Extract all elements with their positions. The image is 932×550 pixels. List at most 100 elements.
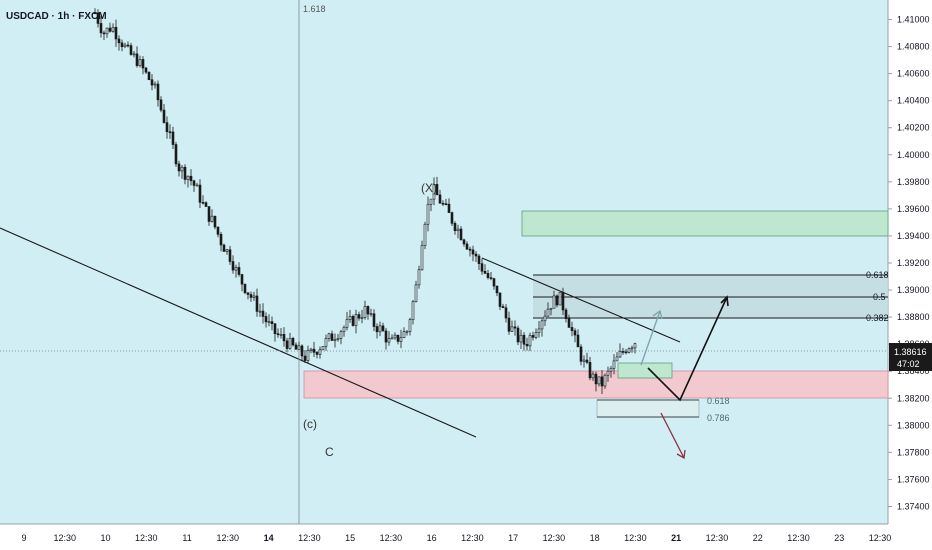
- candle-body[interactable]: [396, 334, 400, 342]
- candle-body[interactable]: [171, 131, 175, 145]
- candle-body[interactable]: [501, 306, 505, 309]
- candle-body[interactable]: [210, 215, 214, 222]
- candle-body[interactable]: [561, 292, 565, 311]
- candle-body[interactable]: [312, 348, 316, 353]
- candle-body[interactable]: [423, 223, 427, 246]
- candle-body[interactable]: [300, 345, 304, 357]
- candle-body[interactable]: [600, 376, 604, 387]
- candle-body[interactable]: [546, 308, 550, 317]
- candle-body[interactable]: [567, 318, 571, 328]
- candle-body[interactable]: [324, 338, 328, 347]
- candle-body[interactable]: [129, 45, 133, 55]
- candle-body[interactable]: [327, 333, 331, 339]
- candle-body[interactable]: [189, 175, 193, 182]
- candle-body[interactable]: [141, 59, 145, 69]
- candle-body[interactable]: [387, 338, 391, 343]
- candle-body[interactable]: [576, 334, 580, 348]
- candle-body[interactable]: [240, 274, 244, 285]
- candle-body[interactable]: [441, 202, 445, 205]
- candle-body[interactable]: [258, 310, 262, 313]
- candle-body[interactable]: [342, 326, 346, 332]
- candle-body[interactable]: [369, 313, 373, 316]
- candle-body[interactable]: [366, 306, 370, 315]
- candle-body[interactable]: [186, 175, 190, 180]
- candle-body[interactable]: [111, 26, 115, 32]
- candle-body[interactable]: [471, 249, 475, 255]
- candle-body[interactable]: [609, 367, 613, 372]
- candle-body[interactable]: [552, 295, 556, 309]
- candle-body[interactable]: [489, 277, 493, 279]
- candle-body[interactable]: [486, 273, 490, 278]
- candle-body[interactable]: [252, 295, 256, 298]
- candle-body[interactable]: [531, 335, 535, 338]
- candle-body[interactable]: [321, 345, 325, 351]
- candle-body[interactable]: [393, 334, 397, 339]
- candle-body[interactable]: [459, 228, 463, 241]
- candle-body[interactable]: [150, 79, 154, 86]
- candle-body[interactable]: [249, 294, 253, 298]
- candle-body[interactable]: [447, 203, 451, 213]
- candle-body[interactable]: [198, 184, 202, 203]
- candle-body[interactable]: [492, 278, 496, 287]
- candle-body[interactable]: [306, 350, 310, 361]
- candle-body[interactable]: [279, 334, 283, 336]
- candle-body[interactable]: [615, 356, 619, 362]
- candle-body[interactable]: [303, 355, 307, 361]
- candle-body[interactable]: [465, 243, 469, 250]
- candle-body[interactable]: [570, 327, 574, 331]
- candle-body[interactable]: [225, 249, 229, 252]
- candle-body[interactable]: [282, 334, 286, 342]
- candle-body[interactable]: [534, 332, 538, 338]
- candle-body[interactable]: [474, 253, 478, 257]
- candle-body[interactable]: [453, 223, 457, 231]
- candle-body[interactable]: [96, 12, 100, 24]
- candle-body[interactable]: [618, 351, 622, 358]
- candle-body[interactable]: [621, 351, 625, 353]
- candle-body[interactable]: [354, 314, 358, 326]
- candle-body[interactable]: [273, 323, 277, 334]
- candle-body[interactable]: [357, 314, 361, 319]
- candle-body[interactable]: [549, 307, 553, 310]
- candle-body[interactable]: [348, 316, 352, 320]
- candle-body[interactable]: [564, 309, 568, 319]
- candle-body[interactable]: [468, 248, 472, 251]
- candle-body[interactable]: [177, 163, 181, 172]
- candle-body[interactable]: [237, 267, 241, 275]
- candle-body[interactable]: [159, 99, 163, 111]
- candle-body[interactable]: [123, 44, 127, 48]
- candle-body[interactable]: [336, 338, 340, 340]
- candle-body[interactable]: [633, 343, 637, 349]
- candle-body[interactable]: [375, 326, 379, 333]
- candle-body[interactable]: [144, 67, 148, 73]
- candle-body[interactable]: [594, 373, 598, 385]
- candle-body[interactable]: [270, 321, 274, 325]
- candle-body[interactable]: [246, 292, 250, 295]
- candle-body[interactable]: [195, 184, 199, 187]
- candle-body[interactable]: [408, 319, 412, 332]
- candle-body[interactable]: [333, 339, 337, 341]
- candle-body[interactable]: [543, 315, 547, 322]
- candle-body[interactable]: [372, 313, 376, 327]
- candle-body[interactable]: [528, 335, 532, 347]
- candle-body[interactable]: [132, 53, 136, 56]
- candle-body[interactable]: [330, 333, 334, 341]
- candle-body[interactable]: [276, 333, 280, 335]
- candle-body[interactable]: [612, 360, 616, 369]
- candle-body[interactable]: [438, 194, 442, 204]
- candles[interactable]: [93, 8, 637, 395]
- candle-body[interactable]: [444, 203, 448, 205]
- candle-body[interactable]: [432, 184, 436, 200]
- candle-body[interactable]: [138, 59, 142, 66]
- candle-body[interactable]: [495, 285, 499, 294]
- candle-body[interactable]: [165, 122, 169, 133]
- candle-body[interactable]: [153, 83, 157, 86]
- candle-body[interactable]: [351, 316, 355, 326]
- candle-body[interactable]: [525, 343, 529, 347]
- candle-body[interactable]: [624, 351, 628, 354]
- candle-body[interactable]: [483, 270, 487, 274]
- candle-body[interactable]: [261, 310, 265, 317]
- trendline-long[interactable]: [0, 227, 477, 438]
- candle-body[interactable]: [606, 370, 610, 376]
- candle-body[interactable]: [516, 327, 520, 343]
